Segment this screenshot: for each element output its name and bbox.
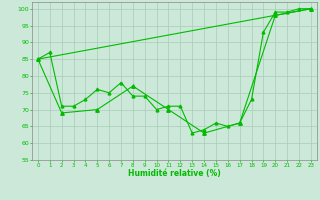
X-axis label: Humidité relative (%): Humidité relative (%) <box>128 169 221 178</box>
